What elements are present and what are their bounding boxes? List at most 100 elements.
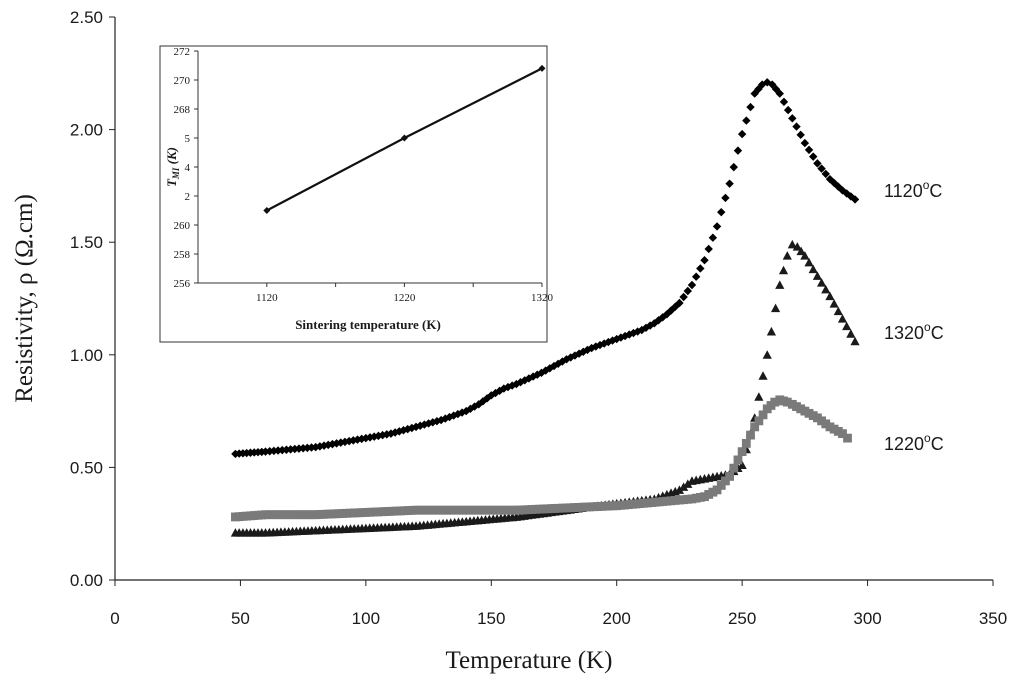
data-point [771,84,781,94]
inset-x-tick-label: 1320 [531,292,554,304]
data-point [691,272,701,281]
inset-data-point [538,64,546,72]
series-3 [231,395,852,522]
series-1 [231,78,860,459]
data-point [754,392,764,401]
data-point [545,364,555,373]
data-point [787,239,797,249]
data-point [809,152,818,161]
series-label: 1120oC [884,178,942,201]
data-point [750,422,760,432]
data-point [612,334,621,344]
data-point [741,438,751,448]
inset-frame [159,45,548,343]
data-point [813,159,822,168]
series-label-number: 1220 [884,434,924,454]
data-point [553,359,563,369]
data-point [842,321,852,331]
series-label-degree: o [924,320,931,334]
data-point [579,347,588,356]
y-tick-label: 0.00 [70,571,103,590]
data-point [696,264,705,273]
data-point [633,327,642,336]
series-label-unit: C [929,181,942,201]
x-tick-label: 300 [853,609,881,628]
y-tick-label: 0.50 [70,458,103,477]
data-point [758,371,768,380]
data-point [746,102,755,112]
data-point [708,233,718,242]
x-axis-title: Temperature (K) [446,647,613,674]
data-point [700,256,709,265]
data-point [733,455,743,465]
data-point [674,485,685,494]
data-point [778,265,789,275]
data-point [850,336,860,346]
data-point [788,114,797,123]
data-point [721,193,730,203]
data-point [533,370,542,379]
inset-y-tick-label: 268 [174,104,191,116]
data-point [704,244,713,254]
data-point [625,330,634,339]
series-label: 1220oC [884,431,944,454]
y-axis-title: Resistivity, ρ (Ω.cm) [11,194,38,403]
data-point [782,397,792,407]
data-point [821,169,830,179]
data-point [783,105,793,115]
x-tick-label: 100 [352,609,380,628]
data-point [816,278,827,287]
data-point [507,381,517,390]
inset-y-tick-label: 258 [174,249,191,261]
series-label-unit: C [931,323,944,343]
inset-y-tick-label: 4 [185,162,191,174]
inset-y-tick-label: 272 [174,46,191,58]
x-tick-label: 350 [979,609,1007,628]
x-tick-label: 50 [231,609,250,628]
inset-data-point [400,134,408,142]
data-point [604,337,613,347]
data-point [737,129,747,139]
data-point [829,299,839,308]
inset-y-title-rest: (K) [164,147,179,168]
data-point [725,472,734,481]
y-tick-label: 1.50 [70,233,103,252]
data-point [796,246,806,256]
inset-y-tick-label: 2 [185,191,191,203]
series-label-degree: o [924,431,931,445]
inset-y-title-main: T [164,178,179,187]
data-point [775,89,784,98]
inset-x-tick-label: 1220 [393,292,416,304]
data-point [742,116,751,125]
data-point [528,372,538,381]
data-point [838,429,847,439]
data-point [782,251,792,260]
data-point [725,179,734,188]
series-label-unit: C [931,434,944,454]
data-point [675,298,684,308]
data-point [737,447,747,457]
data-point [754,416,764,426]
data-point [716,481,726,490]
data-point [762,350,772,359]
inset-y-axis-title: TMI (K) [164,147,181,187]
data-point [796,130,805,140]
data-point [679,292,688,302]
data-point [717,207,726,217]
data-point [843,433,852,443]
data-point [658,313,667,322]
inset-x-tick-label: 1120 [256,292,278,304]
data-point [779,97,789,107]
inset-data-point [263,207,271,214]
data-point [808,264,818,274]
data-point [737,460,747,470]
data-point [558,357,567,366]
series-label-degree: o [923,178,930,192]
x-tick-label: 150 [477,609,505,628]
data-point [821,284,831,294]
data-point [833,306,843,316]
data-point [834,182,843,191]
series-label: 1320oC [884,320,944,343]
